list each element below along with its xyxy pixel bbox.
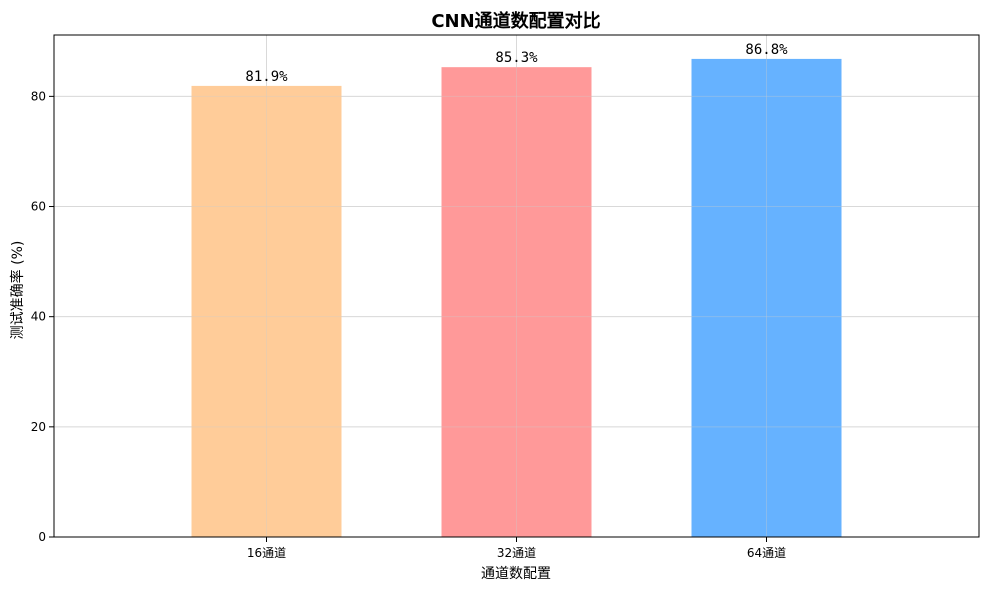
ticks-layer: 0 20 40 60 80 16通道 32通道 64通道 [31,89,786,560]
data-label-0: 81.9% [245,69,288,85]
data-label-2: 86.8% [745,42,788,58]
y-axis-label: 测试准确率 (%) [9,241,26,340]
y-tick-label-0: 0 [38,530,46,544]
x-axis-label: 通道数配置 [481,566,551,582]
bars-layer [54,35,979,538]
bar-0 [191,85,342,537]
labels-layer: 81.9% 85.3% 86.8% [245,42,788,85]
bar-1 [441,67,592,537]
data-label-1: 85.3% [495,50,538,66]
x-tick-label-1: 32通道 [497,546,536,560]
bar-2 [691,58,842,538]
y-tick-label-3: 60 [31,200,46,214]
y-tick-label-2: 40 [31,310,46,324]
chart-title: CNN通道数配置对比 [431,10,600,32]
y-tick-label-4: 80 [31,89,46,103]
x-tick-label-2: 64通道 [747,546,786,560]
y-tick-label-1: 20 [31,420,46,434]
x-tick-label-0: 16通道 [247,546,286,560]
